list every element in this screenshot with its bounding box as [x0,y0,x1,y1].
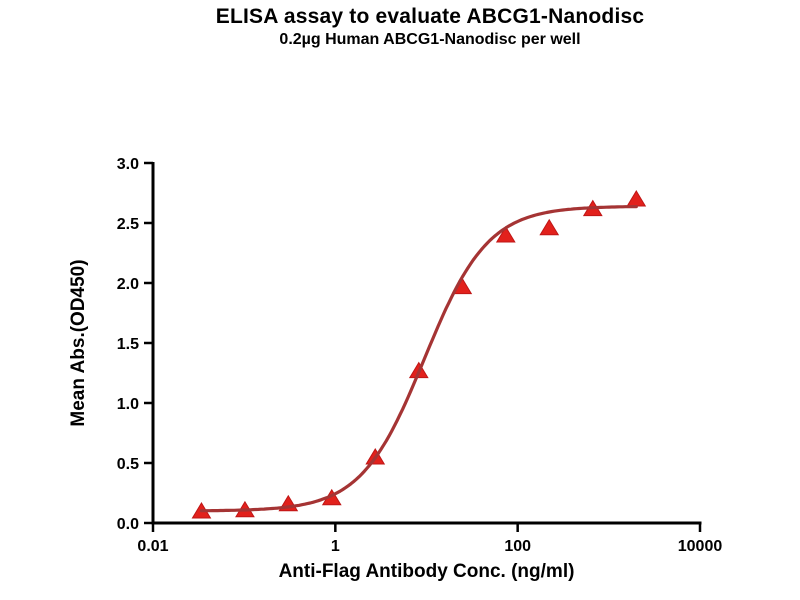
data-point [626,190,647,207]
x-axis-label: Anti-Flag Antibody Conc. (ng/ml) [278,561,575,582]
y-tick-label: 0.0 [117,516,139,533]
y-tick-label: 1.0 [117,396,139,413]
y-tick-label: 1.5 [117,336,139,353]
chart-subtitle: 0.2µg Human ABCG1-Nanodisc per well [279,31,581,48]
y-axis-label: Mean Abs.(OD450) [68,259,89,427]
y-tick-label: 2.5 [117,216,139,233]
y-tick-label: 2.0 [117,276,139,293]
fit-curve [199,205,638,513]
x-tick-label: 100 [504,538,531,555]
y-tick-label: 0.5 [117,456,139,473]
x-tick-label: 1 [331,538,340,555]
x-tick-label: 10000 [678,538,723,555]
y-tick-label: 3.0 [117,156,139,173]
x-tick-label: 0.01 [137,538,168,555]
data-point [539,218,560,236]
data-point [495,226,516,243]
chart-title: ELISA assay to evaluate ABCG1-Nanodisc [215,5,645,28]
